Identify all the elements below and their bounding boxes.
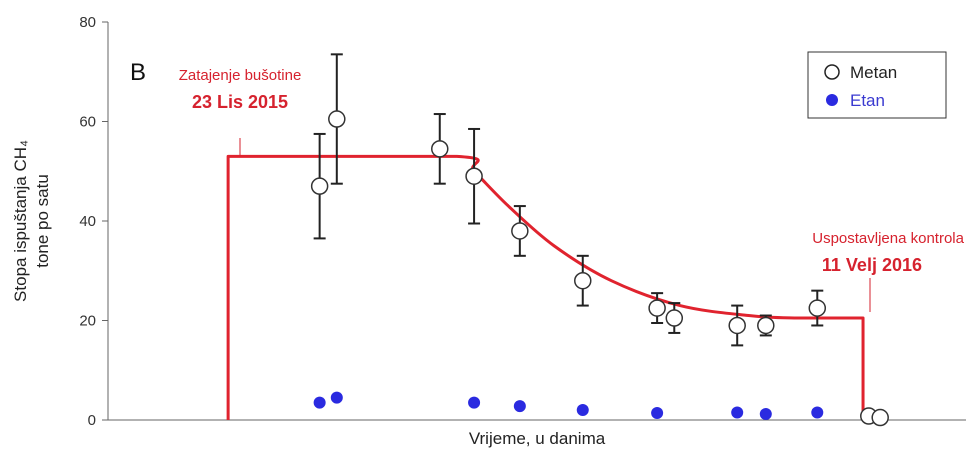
- etan-point: [313, 396, 326, 409]
- y-axis-title-line2: tone po satu: [33, 174, 52, 268]
- y-tick-label: 80: [79, 14, 96, 31]
- etan-point: [651, 407, 664, 420]
- y-axis-title: Stopa ispuštanja CH₄ tone po satu: [11, 140, 52, 302]
- y-tick-label: 40: [79, 213, 96, 230]
- metan-point: [431, 140, 449, 158]
- etan-point: [731, 406, 744, 419]
- metan-point: [310, 177, 329, 195]
- annotation-control-label: Uspostavljena kontrola: [812, 230, 964, 247]
- etan-point: [468, 396, 481, 409]
- metan-point: [808, 299, 827, 317]
- y-tick-label: 60: [79, 114, 96, 131]
- data-points: [310, 53, 889, 427]
- legend-box: [807, 51, 947, 119]
- metan-point: [871, 408, 889, 427]
- fit-curve-group: [226, 154, 865, 420]
- fit-curve: [226, 154, 865, 420]
- y-ticks: 0 20 40 60 80: [79, 14, 108, 429]
- annotation-failure-date: 23 Lis 2015: [192, 92, 288, 112]
- x-axis-title: Vrijeme, u danima: [469, 429, 606, 448]
- metan-point: [511, 222, 529, 240]
- etan-point: [513, 400, 526, 413]
- metan-point: [574, 271, 592, 290]
- legend-label-metan: Metan: [850, 63, 897, 82]
- y-tick-label: 20: [79, 313, 96, 330]
- legend-label-etan: Etan: [850, 91, 885, 110]
- legend-marker-metan: [824, 64, 840, 80]
- etan-point: [330, 391, 343, 404]
- metan-point: [648, 299, 666, 317]
- metan-point: [465, 167, 483, 185]
- annotation-control-date: 11 Velj 2016: [822, 255, 922, 275]
- annotation-failure-label: Zatajenje bušotine: [179, 67, 302, 84]
- etan-point: [759, 408, 772, 421]
- annotations: Zatajenje bušotine 23 Lis 2015 Uspostavl…: [179, 67, 965, 312]
- legend-marker-etan: [826, 94, 838, 106]
- metan-point: [757, 316, 775, 335]
- y-axis-title-line1: Stopa ispuštanja CH₄: [11, 140, 30, 302]
- legend: Metan Etan: [807, 51, 947, 119]
- etan-point: [811, 406, 824, 419]
- metan-point: [665, 309, 684, 327]
- y-tick-label: 0: [88, 412, 96, 429]
- etan-point: [576, 404, 589, 417]
- metan-point: [728, 316, 746, 335]
- axes: 0 20 40 60 80: [79, 14, 966, 429]
- panel-label: B: [130, 59, 146, 86]
- metan-point: [328, 110, 346, 128]
